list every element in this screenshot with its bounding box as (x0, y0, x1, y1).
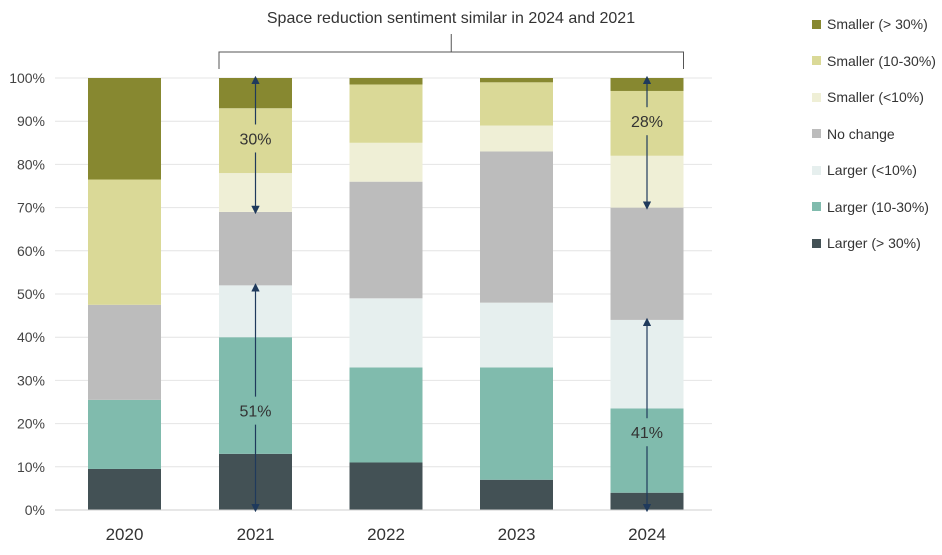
legend-swatch (812, 56, 821, 66)
bar-segment (480, 151, 553, 303)
title-bracket (218, 34, 684, 69)
x-axis: 2020 2021 2022 2023 2024 (55, 509, 712, 544)
bar-segment (480, 82, 553, 126)
bar-group-2020 (88, 78, 161, 510)
legend-swatch (812, 165, 821, 175)
y-tick-label: 80% (17, 156, 45, 172)
x-tick-label: 2022 (367, 525, 405, 544)
legend-label: Smaller (> 30%) (827, 16, 928, 33)
annotation-label: 30% (239, 131, 271, 148)
legend-swatch (812, 19, 821, 29)
y-axis: 0% 10% 20% 30% 40% 50% 60% 70% 80% 90% 100% (9, 70, 45, 518)
bar-segment (480, 125, 553, 152)
annotation-label: 51% (239, 404, 271, 421)
legend-label: Larger (10-30%) (827, 198, 929, 215)
bar-segment (480, 302, 553, 368)
legend-item: Larger (<10%) (812, 152, 942, 189)
legend-item: Larger (> 30%) (812, 225, 942, 262)
y-tick-label: 10% (17, 459, 45, 475)
bar-segment (88, 304, 161, 400)
x-tick-label: 2024 (628, 525, 666, 544)
bar-group-2023 (480, 78, 553, 510)
legend-item: Smaller (<10%) (812, 79, 942, 116)
bar-segment (349, 78, 423, 85)
y-tick-label: 100% (9, 70, 45, 86)
legend-label: Larger (> 30%) (827, 235, 921, 252)
legend-item: Larger (10-30%) (812, 189, 942, 226)
bar-group-2022 (349, 78, 423, 510)
y-tick-label: 50% (17, 286, 45, 302)
x-tick-label: 2021 (237, 525, 275, 544)
x-tick-label: 2023 (498, 525, 536, 544)
y-tick-label: 30% (17, 372, 45, 388)
chart-title: Space reduction sentiment similar in 202… (267, 10, 635, 27)
bar-segment (88, 179, 161, 305)
annotation-label: 28% (631, 114, 663, 131)
legend: Smaller (> 30%) Smaller (10-30%) Smaller (… (812, 6, 942, 262)
legend-label: Smaller (10-30%) (827, 52, 936, 69)
bar-segment (219, 211, 292, 286)
legend-label: Smaller (<10%) (827, 89, 924, 106)
bar-segment (349, 181, 423, 299)
legend-swatch (812, 129, 821, 139)
bar-segment (349, 367, 423, 463)
y-tick-label: 60% (17, 243, 45, 259)
bar-segment (480, 479, 553, 510)
y-tick-label: 20% (17, 416, 45, 432)
bar-segment (480, 367, 553, 480)
legend-item: Smaller (> 30%) (812, 6, 942, 43)
legend-item: No change (812, 116, 942, 153)
legend-swatch (812, 238, 821, 248)
bar-segment (349, 298, 423, 368)
y-tick-label: 90% (17, 113, 45, 129)
legend-item: Smaller (10-30%) (812, 43, 942, 80)
y-tick-label: 70% (17, 200, 45, 216)
bar-segment (480, 78, 553, 83)
legend-label: Larger (<10%) (827, 162, 917, 179)
bar-segment (349, 462, 423, 510)
bar-segment (88, 399, 161, 469)
x-tick-label: 2020 (106, 525, 144, 544)
legend-swatch (812, 202, 821, 212)
bar-segment (88, 78, 161, 180)
y-tick-label: 0% (25, 502, 45, 518)
y-tick-label: 40% (17, 329, 45, 345)
legend-swatch (812, 92, 821, 102)
bars (88, 78, 684, 510)
bar-group-2024 (610, 78, 684, 510)
legend-label: No change (827, 125, 895, 142)
stacked-bar-chart: Space reduction sentiment similar in 202… (9, 10, 712, 544)
bar-segment (349, 142, 423, 182)
annotation-label: 41% (631, 425, 663, 442)
bar-segment (610, 207, 684, 320)
bar-segment (88, 468, 161, 510)
bar-segment (349, 84, 423, 143)
annotations: 30% 51% 28% 41% (218, 34, 684, 513)
